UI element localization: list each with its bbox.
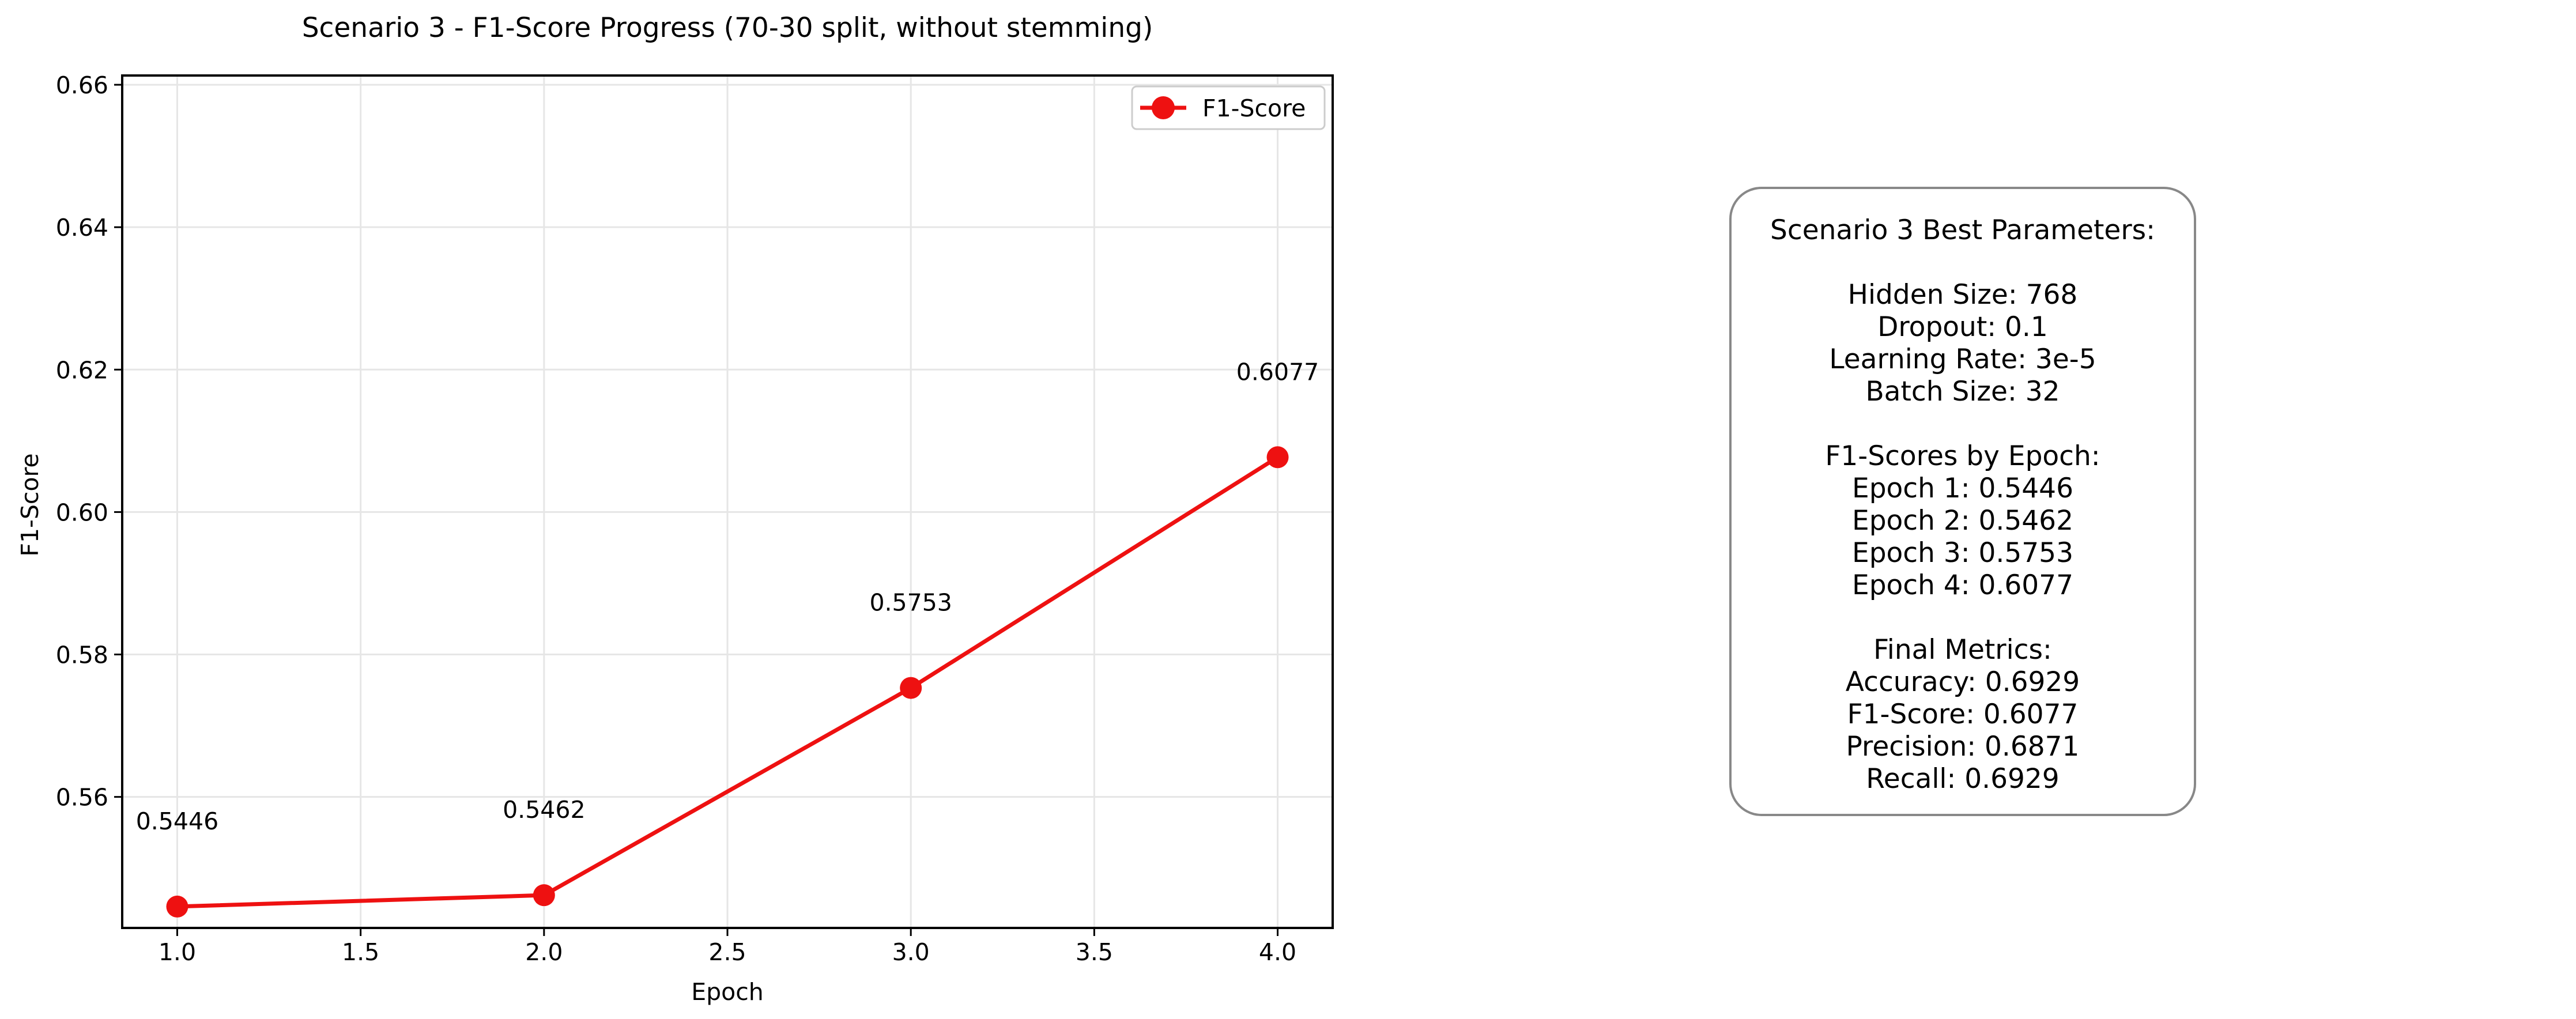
grid-lines	[122, 76, 1333, 928]
info-box-title: Scenario 3 Best Parameters:	[1770, 214, 2155, 246]
x-tick-label: 3.0	[892, 938, 930, 966]
y-tick-label: 0.64	[56, 214, 108, 241]
x-tick-label: 4.0	[1259, 938, 1296, 966]
series-group: 0.5446 0.5462 0.5753 0.6077	[136, 358, 1319, 918]
epoch-1-score: Epoch 1: 0.5446	[1852, 473, 2073, 504]
data-point	[533, 884, 555, 907]
x-tick-label: 3.5	[1076, 938, 1113, 966]
metric-f1-score: F1-Score: 0.6077	[1847, 699, 2079, 730]
data-label: 0.5462	[503, 796, 585, 824]
metric-accuracy: Accuracy: 0.6929	[1845, 666, 2080, 698]
y-axis-ticks: 0.56 0.58 0.60 0.62 0.64 0.66	[56, 71, 122, 812]
y-tick-label: 0.66	[56, 71, 108, 99]
data-label: 0.5446	[136, 807, 218, 835]
data-point	[900, 677, 922, 699]
epoch-2-score: Epoch 2: 0.5462	[1852, 505, 2073, 537]
chart-title: Scenario 3 - F1-Score Progress (70-30 sp…	[302, 12, 1153, 44]
y-tick-label: 0.56	[56, 784, 108, 812]
legend: F1-Score	[1131, 85, 1326, 130]
epoch-4-score: Epoch 4: 0.6077	[1852, 569, 2073, 601]
legend-label: F1-Score	[1202, 95, 1306, 122]
metric-recall: Recall: 0.6929	[1866, 763, 2060, 795]
param-hidden-size: Hidden Size: 768	[1847, 279, 2078, 311]
legend-frame	[1131, 85, 1326, 130]
data-label: 0.6077	[1236, 358, 1319, 386]
legend-point-marker	[1152, 96, 1175, 119]
data-label: 0.5753	[869, 589, 952, 617]
x-tick-label: 2.0	[525, 938, 563, 966]
best-parameters-box: Scenario 3 Best Parameters: Hidden Size:…	[1729, 187, 2196, 816]
y-axis-label: F1-Score	[16, 453, 44, 556]
x-tick-label: 1.5	[342, 938, 379, 966]
x-tick-label: 2.5	[708, 938, 746, 966]
metric-precision: Precision: 0.6871	[1846, 731, 2080, 763]
metrics-title: Final Metrics:	[1873, 634, 2052, 666]
plot-area	[121, 74, 1334, 929]
data-point	[166, 895, 188, 918]
series-line	[177, 455, 1279, 909]
data-point	[1266, 446, 1289, 469]
y-tick-label: 0.62	[56, 356, 108, 384]
x-axis-ticks: 1.0 1.5 2.0 2.5 3.0 3.5 4.0	[159, 928, 1296, 966]
epoch-3-score: Epoch 3: 0.5753	[1852, 537, 2073, 569]
param-batch-size: Batch Size: 32	[1865, 376, 2060, 407]
x-tick-label: 1.0	[159, 938, 196, 966]
y-tick-label: 0.60	[56, 499, 108, 526]
epochs-title: F1-Scores by Epoch:	[1825, 440, 2100, 472]
param-dropout: Dropout: 0.1	[1877, 311, 2048, 343]
y-tick-label: 0.58	[56, 641, 108, 669]
x-axis-label: Epoch	[691, 978, 764, 1006]
param-learning-rate: Learning Rate: 3e-5	[1829, 344, 2096, 375]
